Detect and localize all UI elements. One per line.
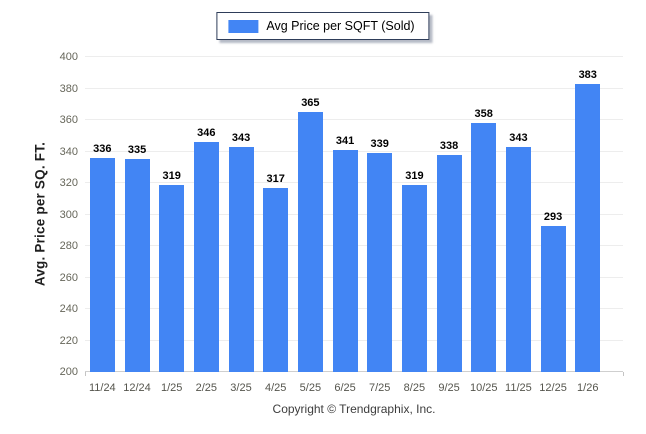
x-tick-label: 6/25 xyxy=(334,382,356,394)
bar-value-label: 383 xyxy=(578,68,597,81)
y-tick-label: 400 xyxy=(59,51,78,63)
x-tick-label: 12/25 xyxy=(539,382,567,394)
legend: Avg Price per SQFT (Sold) xyxy=(216,12,430,40)
bar-value-label: 358 xyxy=(474,108,493,121)
bar-value-label: 335 xyxy=(127,144,147,157)
bar-value-label: 365 xyxy=(301,97,320,110)
bar xyxy=(540,225,566,372)
bar-value-label: 346 xyxy=(197,127,216,140)
y-tick-label: 240 xyxy=(59,303,78,315)
bar xyxy=(505,146,531,372)
bar-slot: 358 10/25 xyxy=(466,57,501,394)
bar-value-label: 343 xyxy=(231,131,251,144)
bar-value-label: 293 xyxy=(543,210,563,223)
bar xyxy=(332,149,358,372)
axis-tick xyxy=(623,372,624,376)
y-tick-label: 200 xyxy=(59,366,78,378)
y-tick-label: 360 xyxy=(59,114,78,126)
y-tick-label: 300 xyxy=(59,208,78,221)
bar-layer: 336 11/24 335 12/24 319 1/25 346 2/25 343 3/25 317… xyxy=(85,57,605,394)
y-tick-label: 220 xyxy=(59,334,78,347)
x-tick-label: 10/25 xyxy=(469,382,498,394)
bar-slot: 343 11/25 xyxy=(501,57,536,394)
bar-slot: 335 12/24 xyxy=(120,57,155,394)
bar-slot: 293 12/25 xyxy=(536,57,571,394)
bar-value-label: 338 xyxy=(439,139,459,152)
x-tick-label: 11/24 xyxy=(88,382,116,394)
x-tick-label: 3/25 xyxy=(230,382,252,394)
x-tick-label: 8/25 xyxy=(403,382,426,394)
bar xyxy=(401,184,427,372)
y-tick-label: 280 xyxy=(59,240,78,252)
bar-slot: 339 7/25 xyxy=(362,57,397,394)
bar-slot: 317 4/25 xyxy=(258,57,293,394)
bar xyxy=(436,154,462,372)
y-tick-label: 340 xyxy=(59,145,78,158)
bar xyxy=(471,123,497,372)
x-tick-label: 2/25 xyxy=(195,382,218,394)
plot-area: 200 220 240 260 280 300 320 340 360 380 400 336 11/… xyxy=(60,51,624,394)
bar-value-label: 317 xyxy=(266,172,285,185)
legend-swatch-icon xyxy=(228,19,259,33)
bar-value-label: 336 xyxy=(93,142,112,155)
x-tick-label: 1/25 xyxy=(160,382,183,394)
bar-slot: 341 6/25 xyxy=(328,57,363,394)
x-tick-label: 5/25 xyxy=(299,382,322,394)
bar-value-label: 319 xyxy=(162,169,181,182)
bar-slot: 319 8/25 xyxy=(397,57,432,394)
bar xyxy=(263,187,289,372)
bar xyxy=(228,146,254,372)
bar xyxy=(89,157,115,372)
bar-slot: 338 9/25 xyxy=(432,57,467,394)
bar xyxy=(124,159,150,372)
bar xyxy=(193,142,219,372)
bar-slot: 336 11/24 xyxy=(85,57,120,394)
bar-slot: 346 2/25 xyxy=(189,57,224,394)
x-tick-label: 4/25 xyxy=(264,382,287,394)
y-tick-label: 320 xyxy=(59,177,78,189)
y-tick-label: 260 xyxy=(59,271,78,284)
x-tick-label: 12/24 xyxy=(123,382,151,394)
gridline xyxy=(85,87,623,89)
bar xyxy=(159,184,185,372)
x-tick-label: 11/25 xyxy=(505,382,532,394)
bar-slot: 319 1/25 xyxy=(154,57,189,394)
gridline xyxy=(85,56,623,57)
bar-slot: 343 3/25 xyxy=(224,57,259,394)
bar-slot: 365 5/25 xyxy=(293,57,328,394)
copyright: Copyright © Trendgraphix, Inc. xyxy=(272,402,436,416)
x-tick-label: 9/25 xyxy=(438,382,460,394)
bar xyxy=(297,112,323,372)
bar-value-label: 339 xyxy=(370,138,389,151)
bar-value-label: 343 xyxy=(509,131,528,144)
bar-value-label: 341 xyxy=(335,134,355,147)
bar-slot: 383 1/26 xyxy=(570,57,605,394)
x-tick-label: 7/25 xyxy=(368,382,391,394)
axis-tick xyxy=(85,372,86,376)
bar xyxy=(367,153,393,372)
gridline xyxy=(85,119,623,120)
bar-value-label: 319 xyxy=(405,169,424,182)
x-tick-label: 1/26 xyxy=(577,382,599,394)
bar xyxy=(575,83,601,372)
y-tick-label: 380 xyxy=(59,82,78,95)
legend-label: Avg Price per SQFT (Sold) xyxy=(266,19,415,33)
